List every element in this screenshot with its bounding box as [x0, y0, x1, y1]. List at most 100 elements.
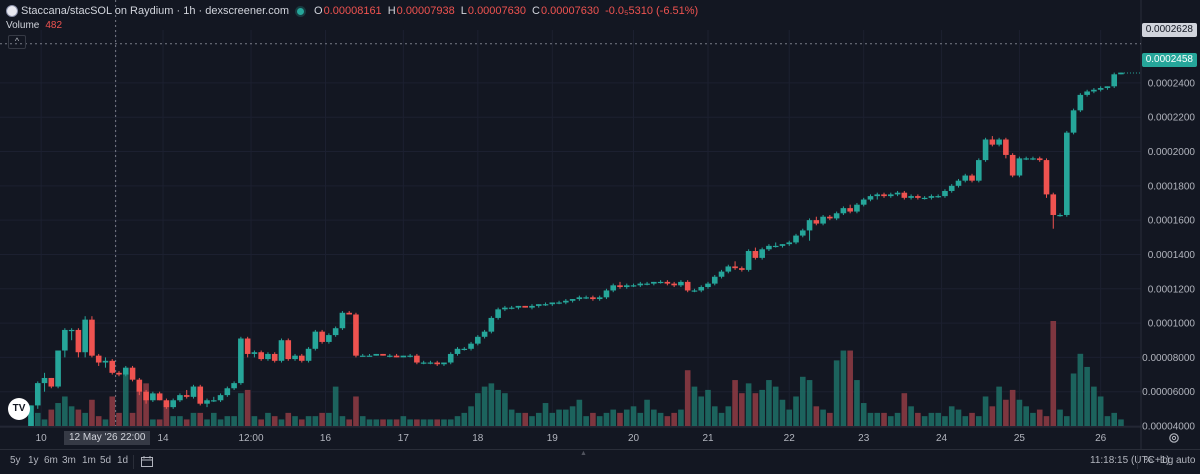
log-toggle[interactable]: log [1160, 455, 1174, 466]
volume-bar [265, 412, 271, 426]
volume-bar [942, 416, 948, 426]
candle-body [129, 367, 136, 380]
volume-bar [590, 412, 596, 426]
candle-body [116, 372, 122, 375]
resize-handle-icon[interactable]: ▲ [580, 450, 587, 457]
candle-body [637, 283, 644, 286]
volume-bar [725, 406, 732, 426]
volume-bar [346, 419, 352, 426]
candle-body [935, 196, 941, 198]
timeframe-1d[interactable]: 1d [117, 455, 129, 466]
candle-body [799, 230, 806, 236]
calendar-icon[interactable] [141, 456, 153, 467]
volume-bar [806, 380, 813, 426]
volume-bar [515, 412, 522, 426]
volume-bar [204, 419, 210, 426]
candle-body [955, 180, 962, 186]
volume-bar [183, 419, 190, 426]
tradingview-logo[interactable]: TV [8, 398, 30, 420]
timeframe-6m[interactable]: 6m [44, 455, 58, 466]
volume-bar [1030, 412, 1036, 426]
x-tick-label: 22 [784, 433, 796, 444]
candle-body [617, 285, 623, 288]
volume-bar [109, 396, 116, 426]
timeframe-3m[interactable]: 3m [62, 455, 76, 466]
volume-bar [989, 406, 996, 426]
timeframe-1m[interactable]: 1m [82, 455, 96, 466]
candle-body [657, 281, 664, 284]
candle-body [671, 283, 677, 286]
candle-body [576, 297, 583, 300]
volume-bar [881, 412, 887, 426]
volume-bar [860, 403, 867, 426]
volume-bar [813, 406, 820, 426]
last-price-label: 0.0002458 [1141, 53, 1197, 67]
auto-toggle[interactable]: auto [1176, 455, 1196, 466]
candle-body [332, 328, 339, 336]
y-tick-label: 0.00004000 [1142, 422, 1195, 433]
candle-body [725, 266, 732, 272]
symbol-title[interactable]: Staccana/stacSOL on Raydium · 1h · dexsc… [21, 5, 289, 17]
timeframe-5d[interactable]: 5d [100, 455, 112, 466]
volume-bar [1016, 399, 1023, 426]
volume-bar [292, 416, 298, 426]
timeframe-5y[interactable]: 5y [10, 455, 21, 466]
volume-bar [752, 393, 759, 426]
candle-body [915, 196, 921, 198]
candle-body [549, 302, 556, 305]
candle-body [353, 314, 359, 356]
collapse-legend-button[interactable]: ^ [8, 35, 26, 49]
candle-body [752, 251, 759, 258]
y-tick-label: 0.00008000 [1142, 353, 1195, 364]
volume-bar [55, 403, 61, 426]
toolbar-divider [133, 455, 134, 469]
volume-bar [231, 416, 237, 426]
volume-bar [312, 416, 319, 426]
volume-bar [285, 412, 292, 426]
candle-body [921, 197, 928, 200]
volume-label[interactable]: Volume [6, 20, 40, 31]
candle-body [590, 297, 596, 300]
candle-body [793, 235, 799, 243]
x-tick-label: 21 [702, 433, 714, 444]
candle-body [515, 305, 522, 308]
volume-bar [833, 360, 840, 426]
candlestick-chart[interactable]: 0.0002400 0.0002200 0.0002000 0.0001800 0.00… [0, 0, 1200, 449]
volume-bar [89, 399, 95, 426]
market-status-icon [297, 7, 304, 15]
clock-timezone[interactable]: 11:18:15 (UTC+1) [1090, 455, 1170, 466]
y-tick-label: 0.00006000 [1142, 387, 1195, 398]
candle-body [854, 204, 860, 212]
candle-body [766, 245, 772, 250]
candle-body [190, 386, 197, 397]
volume-bar [326, 412, 332, 426]
volume-bar [177, 416, 183, 426]
bottom-toolbar: ▲ 5y 1y 6m 3m 1m 5d 1d 11:18:15 (UTC+1) … [0, 449, 1200, 474]
candle-body [380, 353, 386, 356]
candle-body [705, 283, 711, 288]
candle-body [373, 353, 380, 356]
percent-toggle[interactable]: % [1144, 455, 1153, 466]
volume-bar [976, 416, 982, 426]
gear-icon[interactable] [1168, 432, 1180, 444]
candle-body [414, 355, 420, 363]
volume-bar [170, 416, 176, 426]
token-logo-icon [6, 5, 18, 17]
volume-bar [332, 386, 339, 426]
volume-bar [508, 409, 515, 426]
candle-body [1077, 94, 1084, 111]
volume-bar [739, 393, 745, 426]
candle-body [447, 353, 454, 363]
timeframe-1y[interactable]: 1y [28, 455, 39, 466]
x-tick-label: 17 [398, 433, 410, 444]
candle-body [847, 208, 853, 212]
candle-body [359, 355, 366, 357]
volume-bar [671, 412, 677, 426]
candle-body [28, 405, 34, 426]
candle-body [1030, 158, 1036, 160]
volume-bar [698, 396, 705, 426]
volume-bar [664, 416, 671, 426]
volume-bar [840, 350, 847, 426]
candle-body [346, 312, 352, 315]
